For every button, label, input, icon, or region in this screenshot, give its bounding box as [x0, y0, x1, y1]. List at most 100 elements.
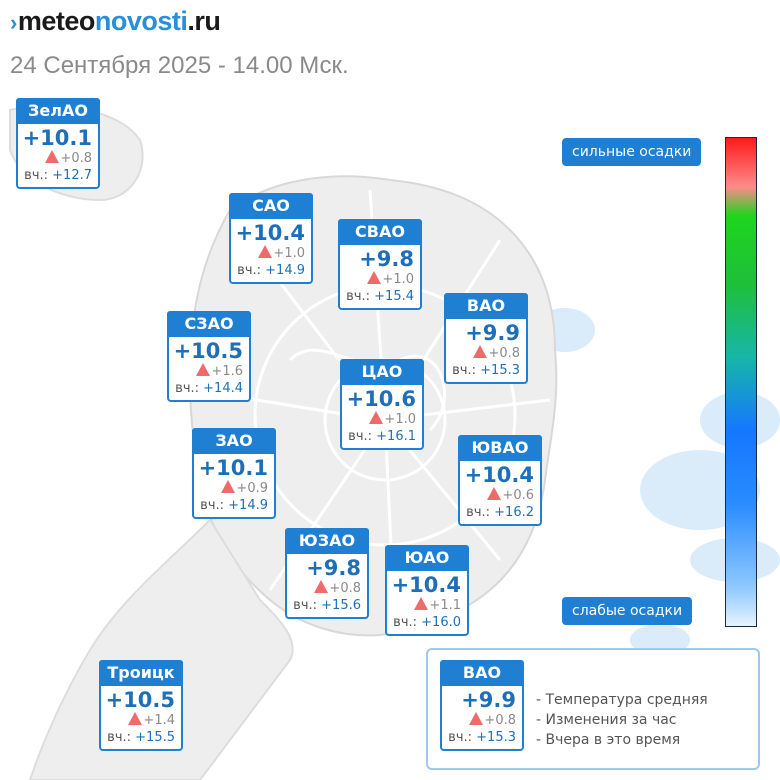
hourly-change-value: +1.1 — [429, 598, 461, 613]
district-card-troitsk: Троицк +10.5 +1.4 вч.: +15.5 — [99, 660, 183, 751]
hourly-change: +0.8 — [446, 345, 526, 362]
hourly-change: +0.8 — [287, 580, 367, 597]
district-temperature: +10.4 — [391, 573, 461, 597]
yesterday-prefix: вч.: — [448, 730, 473, 745]
district-card-svao: СВАО +9.8 +1.0 вч.: +15.4 — [338, 219, 422, 310]
yesterday-value: +16.0 — [421, 615, 461, 630]
hourly-change-value: +0.8 — [329, 581, 361, 596]
district-card-yuao: ЮАО +10.4 +1.1 вч.: +16.0 — [385, 545, 469, 636]
hourly-change: +1.0 — [342, 411, 422, 428]
legend-sample-card: ВАО +9.9 +0.8 вч.: +15.3 — [440, 660, 524, 751]
rise-triangle-icon — [414, 597, 429, 610]
yesterday-temperature: вч.: +15.4 — [340, 288, 420, 308]
yesterday-prefix: вч.: — [466, 505, 491, 520]
district-name: ЗАО — [192, 428, 276, 454]
map-timestamp: 24 Сентября 2025 - 14.00 Мск. — [10, 52, 349, 79]
yesterday-value: +14.9 — [228, 498, 268, 513]
yesterday-prefix: вч.: — [348, 429, 373, 444]
district-card-vao: ВАО +9.9 +0.8 вч.: +15.3 — [444, 293, 528, 384]
logo-mark-icon: › — [10, 10, 17, 35]
hourly-change-value: +0.6 — [502, 488, 534, 503]
rise-triangle-icon — [45, 150, 60, 163]
yesterday-temperature: вч.: +15.3 — [442, 729, 522, 749]
hourly-change: +1.0 — [231, 245, 311, 262]
hourly-change: +1.0 — [340, 271, 420, 288]
yesterday-temperature: вч.: +15.5 — [101, 729, 181, 749]
yesterday-temperature: вч.: +14.9 — [231, 262, 311, 282]
hourly-change: +1.6 — [169, 363, 249, 380]
district-name: ЦАО — [340, 359, 424, 385]
yesterday-prefix: вч.: — [237, 263, 262, 278]
legend-item-yesterday: - Вчера в это время — [536, 732, 681, 748]
yesterday-value: +15.6 — [321, 598, 361, 613]
yesterday-value: +15.4 — [374, 289, 414, 304]
yesterday-prefix: вч.: — [452, 363, 477, 378]
hourly-change: +0.8 — [442, 712, 522, 729]
rise-triangle-icon — [469, 712, 484, 725]
logo-part-novosti: novosti — [94, 6, 188, 36]
district-temperature: +10.4 — [235, 221, 305, 245]
rise-triangle-icon — [369, 411, 384, 424]
yesterday-value: +15.5 — [135, 730, 175, 745]
hourly-change-value: +1.0 — [273, 246, 305, 261]
yesterday-value: +14.4 — [203, 381, 243, 396]
district-temperature: +10.6 — [346, 387, 416, 411]
yesterday-temperature: вч.: +16.1 — [342, 428, 422, 448]
hourly-change-value: +1.0 — [384, 412, 416, 427]
hourly-change-value: +0.9 — [236, 481, 268, 496]
hourly-change-value: +1.4 — [143, 713, 175, 728]
rise-triangle-icon — [258, 245, 273, 258]
hourly-change-value: +1.6 — [211, 364, 243, 379]
legend-items: - Температура средняя - Изменения за час… — [536, 690, 708, 750]
district-card-sao: САО +10.4 +1.0 вч.: +14.9 — [229, 193, 313, 284]
district-name: ВАО — [444, 293, 528, 319]
district-card-szao: СЗАО +10.5 +1.6 вч.: +14.4 — [167, 311, 251, 402]
district-card-yuvao: ЮВАО +10.4 +0.6 вч.: +16.2 — [458, 435, 542, 526]
district-name: СЗАО — [167, 311, 251, 337]
yesterday-value: +14.9 — [265, 263, 305, 278]
rise-triangle-icon — [473, 345, 488, 358]
yesterday-prefix: вч.: — [107, 730, 132, 745]
hourly-change-value: +0.8 — [60, 151, 92, 166]
rise-triangle-icon — [128, 712, 143, 725]
district-temperature: +9.8 — [359, 247, 414, 271]
district-name: ЮАО — [385, 545, 469, 571]
district-name: ЮЗАО — [285, 528, 369, 554]
precipitation-scale-bar — [725, 137, 757, 627]
legend-item-average-temp: - Температура средняя — [536, 692, 708, 708]
hourly-change: +0.6 — [460, 487, 540, 504]
logo-part-meteo: meteo — [17, 6, 96, 36]
district-temperature: +10.1 — [198, 456, 268, 480]
rise-triangle-icon — [196, 363, 211, 376]
yesterday-prefix: вч.: — [175, 381, 200, 396]
hourly-change: +1.1 — [387, 597, 467, 614]
district-name: САО — [229, 193, 313, 219]
rise-triangle-icon — [367, 271, 382, 284]
hourly-change: +0.8 — [18, 150, 98, 167]
yesterday-prefix: вч.: — [346, 289, 371, 304]
scale-label-heavy: сильные осадки — [562, 138, 702, 166]
district-temperature: +10.1 — [22, 126, 92, 150]
yesterday-prefix: вч.: — [393, 615, 418, 630]
site-logo: ›meteonovosti.ru — [10, 6, 221, 37]
yesterday-temperature: вч.: +12.7 — [18, 167, 98, 187]
district-temperature: +9.9 — [465, 321, 520, 345]
yesterday-value: +15.3 — [480, 363, 520, 378]
hourly-change-value: +0.8 — [484, 713, 516, 728]
yesterday-temperature: вч.: +14.9 — [194, 497, 274, 517]
district-card-yuzao: ЮЗАО +9.8 +0.8 вч.: +15.6 — [285, 528, 369, 619]
rise-triangle-icon — [487, 487, 502, 500]
district-temperature: +9.8 — [306, 556, 361, 580]
yesterday-value: +12.7 — [52, 168, 92, 183]
yesterday-value: +16.1 — [376, 429, 416, 444]
hourly-change: +1.4 — [101, 712, 181, 729]
yesterday-temperature: вч.: +14.4 — [169, 380, 249, 400]
district-temperature: +10.5 — [105, 688, 175, 712]
legend-box: ВАО +9.9 +0.8 вч.: +15.3 - Температура с… — [426, 648, 760, 770]
district-name: Троицк — [99, 660, 183, 686]
hourly-change-value: +1.0 — [382, 272, 414, 287]
district-card-cao: ЦАО +10.6 +1.0 вч.: +16.1 — [340, 359, 424, 450]
district-name: СВАО — [338, 219, 422, 245]
district-name: ЮВАО — [458, 435, 542, 461]
district-temperature: +10.4 — [464, 463, 534, 487]
